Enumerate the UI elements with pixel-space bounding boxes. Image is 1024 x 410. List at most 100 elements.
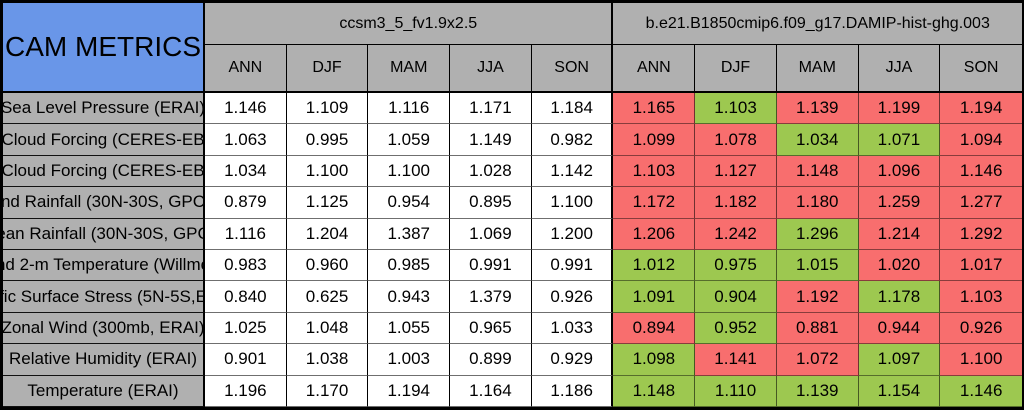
value-cell-damip: 1.097 [858, 344, 941, 376]
value-cell-ccsm: 1.200 [531, 218, 614, 250]
value-cell-ccsm: 1.170 [286, 375, 369, 407]
value-cell-damip: 1.015 [776, 249, 859, 282]
value-cell-ccsm: 1.100 [286, 155, 369, 188]
value-cell-damip: 0.952 [695, 312, 777, 345]
value-cell-ccsm: 1.059 [368, 124, 451, 156]
value-cell-ccsm: 1.194 [368, 375, 451, 407]
value-cell-damip: 1.146 [940, 155, 1022, 188]
value-cell-ccsm: 0.991 [531, 249, 614, 282]
model-name-ccsm: ccsm3_5_fv1.9x2.5 [205, 3, 614, 45]
value-cell-damip: 1.103 [613, 155, 696, 188]
value-cell-ccsm: 1.109 [286, 93, 369, 125]
value-cell-damip: 1.078 [695, 124, 777, 156]
value-cell-damip: 1.214 [858, 218, 941, 250]
metric-label: ean Rainfall (30N-30S, GPC [3, 218, 205, 250]
value-cell-ccsm: 1.142 [531, 155, 614, 188]
value-cell-ccsm: 1.171 [450, 93, 532, 125]
value-cell-ccsm: 1.116 [368, 93, 451, 125]
value-cell-ccsm: 1.125 [286, 187, 369, 219]
season-header-djf-1: DJF [286, 45, 369, 93]
value-cell-ccsm: 0.991 [450, 249, 532, 282]
value-cell-ccsm: 1.164 [450, 375, 532, 407]
value-cell-damip: 1.182 [695, 187, 777, 219]
value-cell-ccsm: 1.184 [531, 93, 614, 125]
metric-label: Sea Level Pressure (ERAI) [3, 93, 205, 125]
model-name-damip: b.e21.B1850cmip6.f09_g17.DAMIP-hist-ghg.… [613, 3, 1022, 45]
value-cell-ccsm: 1.146 [205, 93, 287, 125]
value-cell-ccsm: 1.069 [450, 218, 532, 250]
value-cell-damip: 1.192 [776, 281, 859, 313]
value-cell-ccsm: 1.116 [205, 218, 287, 250]
value-cell-ccsm: 1.100 [531, 187, 614, 219]
season-header-jja-1: JJA [450, 45, 532, 93]
value-cell-ccsm: 0.625 [286, 281, 369, 313]
value-cell-ccsm: 1.204 [286, 218, 369, 250]
value-cell-damip: 1.139 [776, 375, 859, 407]
metric-label: Zonal Wind (300mb, ERAI) [3, 312, 205, 345]
value-cell-damip: 1.292 [940, 218, 1022, 250]
value-cell-ccsm: 0.895 [450, 187, 532, 219]
value-cell-damip: 1.094 [940, 124, 1022, 156]
value-cell-damip: 1.020 [858, 249, 941, 282]
season-header-ann-1: ANN [205, 45, 287, 93]
value-cell-damip: 1.206 [613, 218, 696, 250]
value-cell-ccsm: 1.048 [286, 312, 369, 345]
value-cell-ccsm: 1.055 [368, 312, 451, 345]
value-cell-damip: 1.194 [940, 93, 1022, 125]
value-cell-ccsm: 1.003 [368, 344, 451, 376]
value-cell-damip: 1.165 [613, 93, 696, 125]
value-cell-ccsm: 1.038 [286, 344, 369, 376]
metric-label: Cloud Forcing (CERES-EB [3, 155, 205, 188]
value-cell-ccsm: 0.840 [205, 281, 287, 313]
value-cell-damip: 1.098 [613, 344, 696, 376]
value-cell-ccsm: 0.943 [368, 281, 451, 313]
metric-label: nd 2-m Temperature (Willmo [3, 249, 205, 282]
value-cell-ccsm: 1.033 [531, 312, 614, 345]
value-cell-ccsm: 0.985 [368, 249, 451, 282]
value-cell-damip: 1.141 [695, 344, 777, 376]
value-cell-damip: 1.012 [613, 249, 696, 282]
season-header-ann-2: ANN [613, 45, 696, 93]
value-cell-damip: 1.096 [858, 155, 941, 188]
value-cell-damip: 1.091 [613, 281, 696, 313]
value-cell-damip: 1.148 [776, 155, 859, 188]
value-cell-damip: 0.881 [776, 312, 859, 345]
table-title: CAM METRICS [3, 3, 205, 93]
metric-label: Cloud Forcing (CERES-EB [3, 124, 205, 156]
value-cell-ccsm: 1.379 [450, 281, 532, 313]
metric-label: Relative Humidity (ERAI) [3, 344, 205, 376]
season-header-djf-2: DJF [695, 45, 777, 93]
value-cell-ccsm: 0.901 [205, 344, 287, 376]
value-cell-ccsm: 1.028 [450, 155, 532, 188]
value-cell-damip: 1.146 [940, 375, 1022, 407]
value-cell-damip: 0.975 [695, 249, 777, 282]
value-cell-damip: 1.199 [858, 93, 941, 125]
value-cell-damip: 1.139 [776, 93, 859, 125]
value-cell-ccsm: 0.995 [286, 124, 369, 156]
value-cell-ccsm: 0.926 [531, 281, 614, 313]
value-cell-damip: 0.944 [858, 312, 941, 345]
value-cell-damip: 1.017 [940, 249, 1022, 282]
value-cell-damip: 0.904 [695, 281, 777, 313]
value-cell-damip: 0.926 [940, 312, 1022, 345]
value-cell-damip: 1.172 [613, 187, 696, 219]
value-cell-damip: 1.296 [776, 218, 859, 250]
value-cell-damip: 1.103 [695, 93, 777, 125]
value-cell-ccsm: 0.879 [205, 187, 287, 219]
value-cell-ccsm: 0.899 [450, 344, 532, 376]
season-header-son-2: SON [940, 45, 1022, 93]
value-cell-ccsm: 0.965 [450, 312, 532, 345]
value-cell-ccsm: 1.186 [531, 375, 614, 407]
value-cell-ccsm: 0.954 [368, 187, 451, 219]
value-cell-damip: 1.110 [695, 375, 777, 407]
value-cell-ccsm: 1.149 [450, 124, 532, 156]
value-cell-damip: 1.127 [695, 155, 777, 188]
metric-label: Temperature (ERAI) [3, 375, 205, 407]
value-cell-damip: 1.154 [858, 375, 941, 407]
metric-label: nd Rainfall (30N-30S, GPC [3, 187, 205, 219]
season-header-jja-2: JJA [858, 45, 941, 93]
season-header-mam-1: MAM [368, 45, 451, 93]
value-cell-damip: 1.259 [858, 187, 941, 219]
season-header-son-1: SON [531, 45, 614, 93]
value-cell-damip: 1.242 [695, 218, 777, 250]
